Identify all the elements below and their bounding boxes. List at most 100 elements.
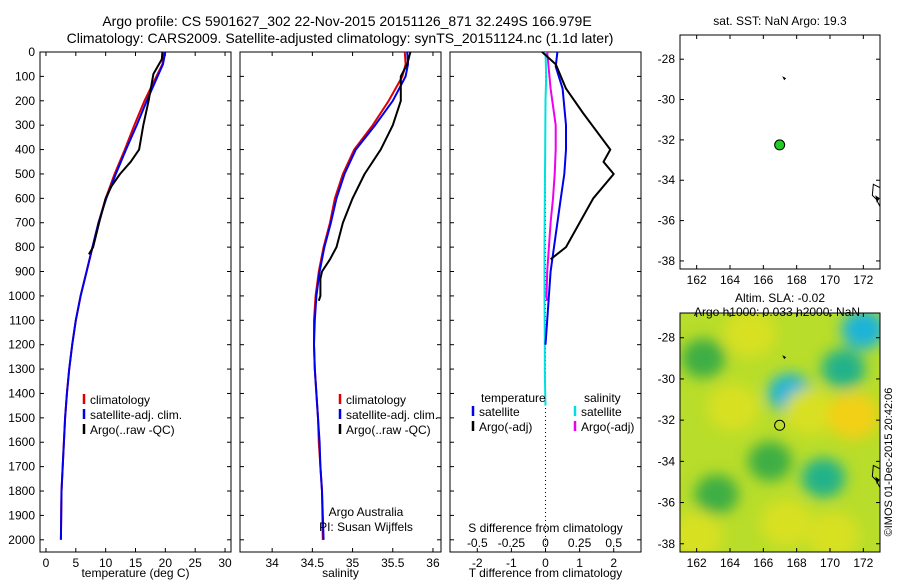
y-tick-label: -30 (658, 372, 676, 386)
series-line-1 (313, 51, 409, 540)
figure-title-line-2: Climatology: CARS2009. Satellite-adjuste… (67, 30, 614, 46)
y-tick-label: -32 (658, 133, 676, 147)
sla-blob-3 (681, 338, 726, 379)
legend-item-2-label: Argo(..raw -QC) (90, 423, 175, 437)
series-line-s-argo (545, 51, 557, 301)
y-tick-label: -38 (658, 254, 676, 268)
coastline (782, 355, 880, 488)
x-axis-label: T difference from climatology (469, 566, 623, 580)
x-tick-label: 5 (72, 556, 79, 570)
sla-blobs (680, 313, 880, 552)
x-axis-label-top: S difference from climatology (468, 521, 623, 535)
legend-item-1-label: satellite-adj. clim. (90, 408, 182, 422)
y-tick-label: 1900 (8, 508, 35, 522)
sla-field (680, 313, 880, 552)
y-tick-label: 900 (15, 265, 35, 279)
x-tick-label: 10 (99, 556, 113, 570)
coastline (782, 76, 880, 207)
s-tick-label: -0.25 (498, 536, 526, 550)
credit-pi: PI: Susan Wijffels (319, 520, 413, 534)
legend-s-satellite-label: satellite (581, 405, 622, 419)
legend-title-salinity: salinity (584, 391, 621, 405)
sla-map-title-1: Altim. SLA: -0.02 (735, 291, 825, 305)
sla-blob-5 (694, 474, 739, 515)
coastline-point (875, 195, 880, 203)
coastline-point (875, 476, 880, 485)
sla-blob-0 (841, 313, 880, 350)
series-line-2 (88, 51, 164, 255)
y-tick-label: 1400 (8, 386, 35, 400)
legend-item-0-label: climatology (346, 393, 406, 407)
y-tick-label: 1100 (9, 313, 35, 327)
sla-map-panel: 162 164 166 168 170 172 -28 -30 -32 -34 -36 -38 Alti… (658, 291, 881, 570)
x-tick-label: 1 (576, 556, 583, 570)
plot-frame (239, 51, 442, 553)
legend-item-0-label: climatology (90, 393, 150, 407)
x-tick-label: -1 (506, 556, 517, 570)
y-tick-label: 1700 (8, 460, 35, 474)
sla-blob-12 (807, 512, 860, 552)
s-tick-label: -0.5 (467, 536, 488, 550)
x-tick-label: 35.5 (381, 556, 405, 570)
y-tick-label: 500 (15, 167, 35, 181)
y-tick-label: 800 (15, 240, 35, 254)
x-tick-label: 166 (753, 273, 773, 287)
sla-blob-8 (784, 388, 836, 436)
map-frame (679, 34, 881, 270)
x-tick-label: 172 (853, 556, 873, 570)
x-tick-label: 25 (189, 556, 203, 570)
x-tick-label: 15 (129, 556, 143, 570)
x-tick-label: 162 (687, 556, 707, 570)
x-tick-label: 164 (720, 273, 740, 287)
y-tick-label: 100 (15, 69, 35, 83)
y-tick-label: -36 (658, 214, 676, 228)
y-tick-label: 1300 (8, 362, 35, 376)
salinity-panel: 34 34.5 35 35.5 36 salinity climatologysatelli… (239, 51, 442, 580)
series-line-t-argo (541, 51, 615, 261)
x-tick-label: 168 (787, 273, 807, 287)
sla-blob-2 (821, 348, 866, 389)
sst-map-title: sat. SST: NaN Argo: 19.3 (713, 14, 847, 28)
credit-org: Argo Australia (329, 505, 404, 519)
x-tick-label: 34.5 (301, 556, 325, 570)
y-tick-label: -36 (658, 496, 676, 510)
s-tick-label: 0.5 (605, 536, 622, 550)
y-tick-label: 200 (15, 94, 35, 108)
temperature-panel: 0100200300400500600700800900100011001200… (8, 45, 232, 580)
x-axis-label: temperature (deg C) (81, 566, 189, 580)
legend-item-2-label: Argo(..raw -QC) (346, 423, 431, 437)
y-tick-label: -28 (658, 52, 676, 66)
x-tick-label: 172 (853, 273, 873, 287)
coastline-island (871, 464, 880, 488)
sla-blob-10 (707, 384, 760, 432)
y-tick-label: 0 (28, 45, 35, 59)
x-tick-label: 0 (43, 556, 50, 570)
sla-blob-6 (748, 441, 792, 482)
x-tick-label: 168 (787, 556, 807, 570)
x-tick-label: 170 (820, 273, 840, 287)
y-tick-label: 1500 (8, 411, 35, 425)
figure-title-line-1: Argo profile: CS 5901627_302 22-Nov-2015… (102, 13, 591, 29)
legend-t-satellite-label: satellite (479, 405, 520, 419)
y-tick-label: -32 (658, 413, 676, 427)
x-tick-label: 2 (610, 556, 617, 570)
x-tick-label: -2 (472, 556, 483, 570)
y-tick-label: -34 (658, 173, 676, 187)
legend-item-1-label: satellite-adj. clim. (346, 408, 438, 422)
y-tick-label: -28 (658, 331, 676, 345)
sla-blob-13 (760, 499, 813, 547)
legend-t-argo-label: Argo(-adj) (479, 420, 532, 434)
y-tick-label: 700 (15, 216, 35, 230)
reef-mark (782, 355, 787, 360)
map-frame (679, 312, 881, 553)
y-tick-label: 300 (15, 118, 35, 132)
sla-map-title-2: Argo h1000: 0.033 h2000: NaN (694, 305, 860, 319)
y-tick-label: 1800 (8, 484, 35, 498)
x-tick-label: 30 (218, 556, 232, 570)
x-tick-label: 35 (346, 556, 360, 570)
x-tick-label: 36 (426, 556, 440, 570)
plot-frame (39, 51, 232, 553)
difference-panel: -2 -0.5 -1 -0.25 0 0 1 0.25 2 0.5 T difference fro… (449, 51, 642, 580)
y-tick-label: -38 (658, 537, 676, 551)
